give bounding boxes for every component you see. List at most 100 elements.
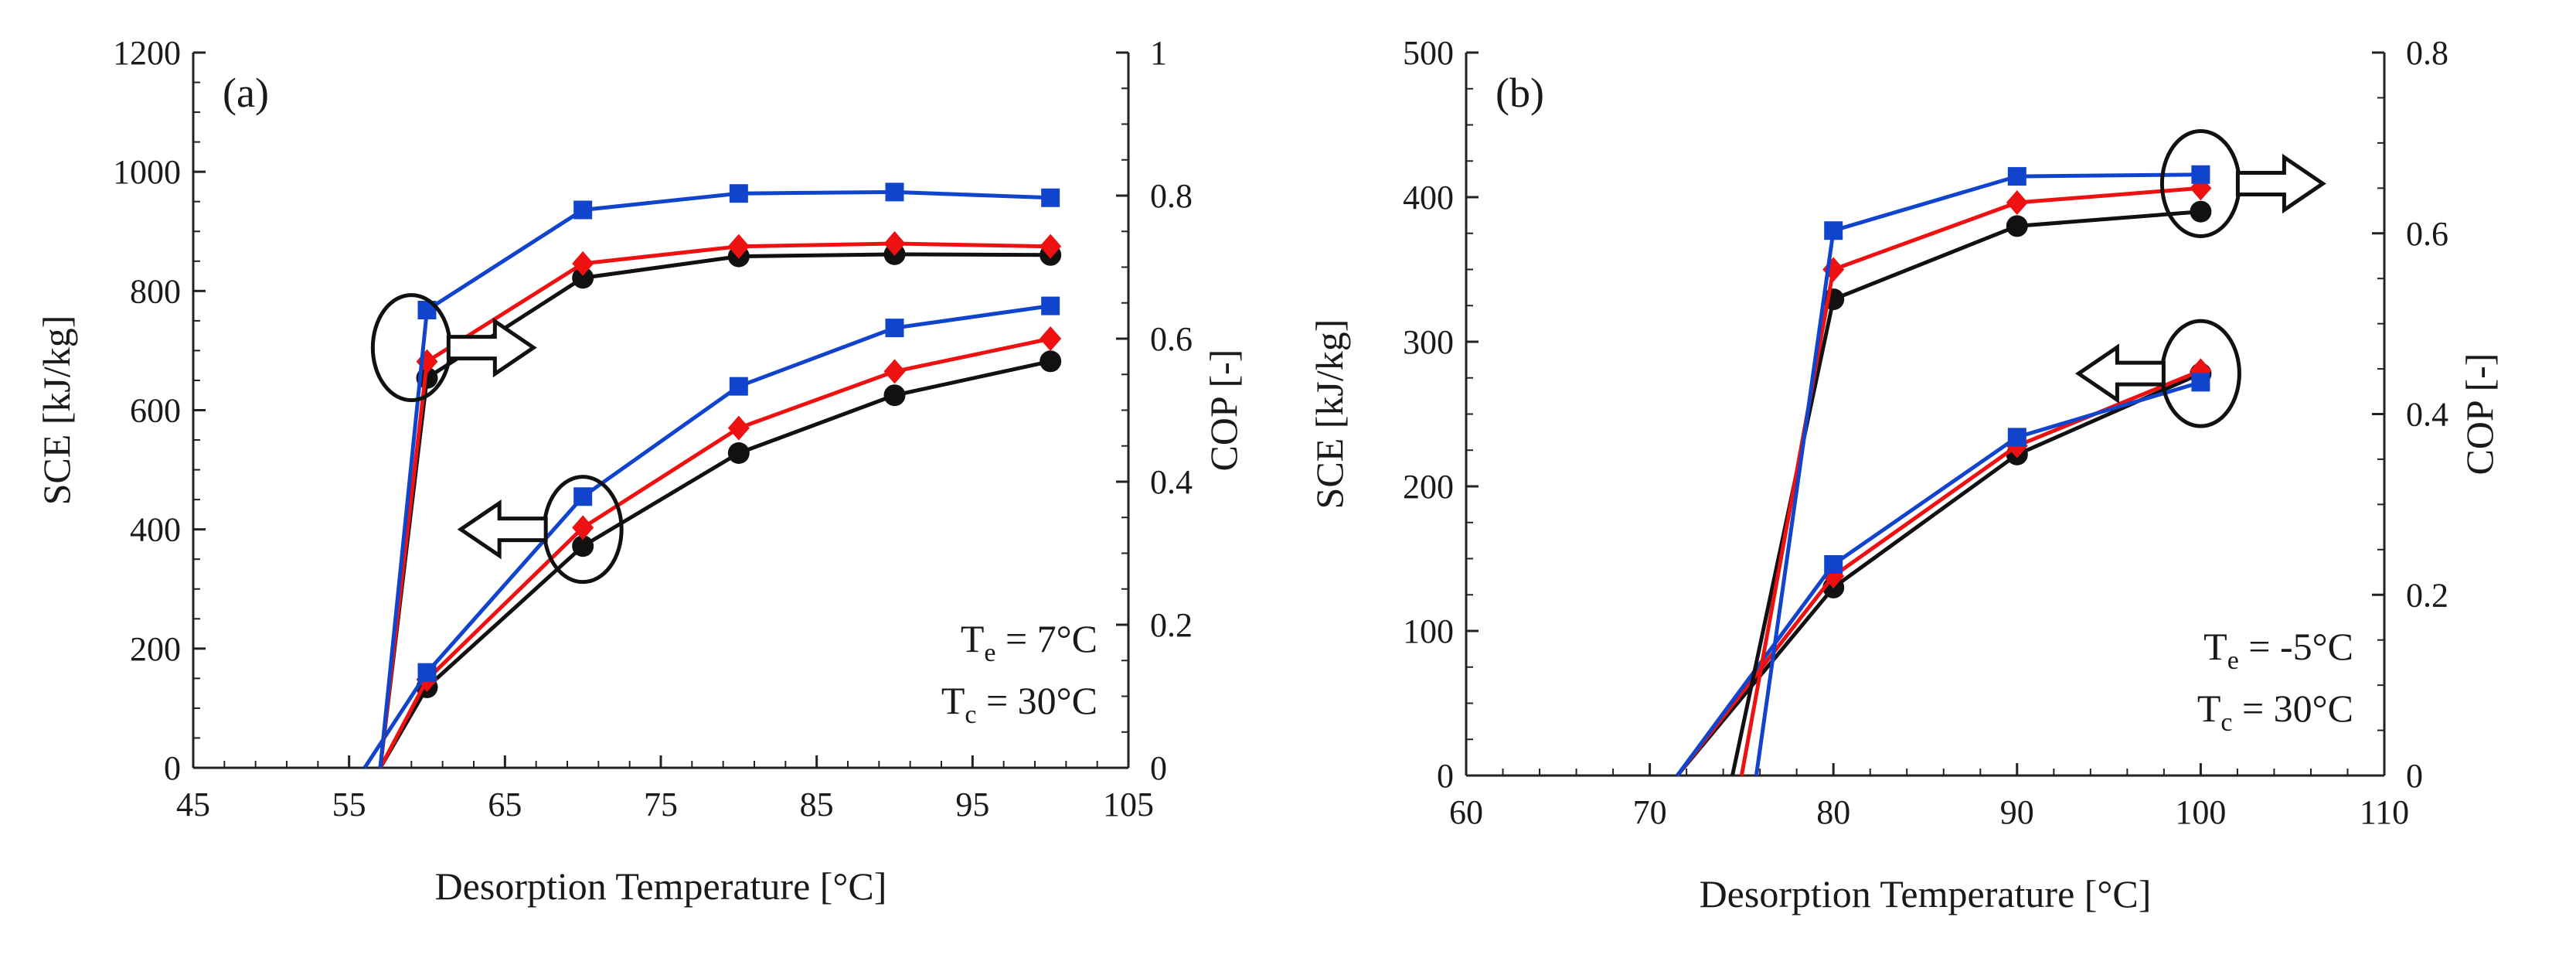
condition-value: = 30°C xyxy=(976,679,1097,722)
marker-circle xyxy=(727,442,750,464)
condition-tc: Tc = 30°C xyxy=(941,679,1097,729)
y-right-tick-label: 0 xyxy=(2406,757,2423,795)
series-line-COP-black xyxy=(1730,210,2201,776)
marker-square xyxy=(2007,428,2026,447)
condition-subscript: e xyxy=(2227,646,2239,675)
arrow-left-icon xyxy=(457,499,548,560)
x-tick-label: 90 xyxy=(2000,793,2034,831)
y-right-tick-label: 0.2 xyxy=(1150,606,1193,644)
y-right-tick-label: 0.6 xyxy=(2406,215,2448,253)
x-tick-label: 110 xyxy=(2360,793,2409,831)
y-left-tick-label: 600 xyxy=(130,392,181,430)
marker-circle xyxy=(2190,200,2212,223)
marker-circle xyxy=(2006,215,2028,237)
y-left-axis-title: SCE [kJ/kg] xyxy=(1308,319,1351,510)
annotation-ellipse xyxy=(370,293,452,403)
condition-symbol: T xyxy=(941,679,965,722)
marker-circle xyxy=(883,384,906,407)
series-line-SCE-red xyxy=(378,336,1051,769)
x-tick-label: 75 xyxy=(644,786,678,823)
marker-square xyxy=(2191,165,2210,184)
arrow-left-icon xyxy=(2074,343,2166,404)
y-left-tick-label: 400 xyxy=(130,511,181,549)
x-tick-label: 45 xyxy=(176,786,210,823)
x-tick-label: 95 xyxy=(955,786,989,823)
y-left-tick-label: 1200 xyxy=(113,34,181,72)
y-left-tick-label: 200 xyxy=(130,630,181,668)
series-line-SCE-black xyxy=(1676,371,2202,777)
y-right-axis-title: COP [-] xyxy=(2458,353,2501,476)
y-right-tick-label: 0.4 xyxy=(1150,463,1193,501)
marker-diamond xyxy=(727,415,750,441)
y-right-tick-label: 0 xyxy=(1150,749,1167,787)
arrow-right-icon xyxy=(446,317,537,378)
series-line-COP-red xyxy=(1739,186,2201,776)
series-line-COP-red xyxy=(378,241,1051,769)
marker-diamond xyxy=(2006,190,2028,216)
x-tick-label: 60 xyxy=(1449,793,1483,831)
marker-square xyxy=(885,182,904,202)
marker-diamond xyxy=(1040,234,1062,259)
x-tick-label: 80 xyxy=(1816,793,1850,831)
condition-te: Te = -5°C xyxy=(2203,625,2353,675)
x-axis-title: Desorption Temperature [°C] xyxy=(435,864,887,908)
series-line-SCE-black xyxy=(378,359,1051,769)
marker-square xyxy=(573,200,593,220)
marker-circle xyxy=(1040,350,1062,373)
series-line-SCE-red xyxy=(1676,369,2202,777)
marker-square xyxy=(885,319,904,338)
y-left-tick-label: 200 xyxy=(1403,468,1454,506)
marker-square xyxy=(573,487,593,506)
x-tick-label: 100 xyxy=(2175,793,2226,831)
x-tick-label: 65 xyxy=(488,786,522,823)
y-right-tick-label: 0.8 xyxy=(1150,177,1193,215)
series-line-SCE-blue xyxy=(362,304,1051,769)
chart-panel-b: 60 70 80 90 100 110010020030040050000.20.40.6… xyxy=(1308,34,2501,915)
marker-square xyxy=(1824,221,1843,240)
series-line-COP-blue xyxy=(1754,172,2201,776)
y-right-tick-label: 0.2 xyxy=(2406,576,2448,614)
y-left-tick-label: 300 xyxy=(1403,323,1454,361)
marker-square xyxy=(1041,296,1060,315)
marker-circle xyxy=(572,267,594,289)
marker-circle xyxy=(572,535,594,557)
y-right-axis-title: COP [-] xyxy=(1202,349,1245,472)
marker-diamond xyxy=(572,515,594,540)
x-tick-label: 55 xyxy=(332,786,366,823)
marker-diamond xyxy=(572,251,594,276)
condition-subscript: c xyxy=(2220,708,2232,737)
marker-diamond xyxy=(1040,326,1062,351)
y-left-tick-label: 0 xyxy=(164,749,181,787)
series-line-SCE-blue xyxy=(1676,380,2202,777)
marker-square xyxy=(417,663,437,682)
y-left-axis-title: SCE [kJ/kg] xyxy=(35,315,78,506)
x-tick-label: 85 xyxy=(800,786,834,823)
marker-diamond xyxy=(883,230,906,256)
condition-symbol: T xyxy=(2197,687,2221,730)
y-left-tick-label: 1000 xyxy=(113,153,181,191)
marker-square xyxy=(2007,167,2026,186)
y-left-tick-label: 0 xyxy=(1437,757,1454,795)
marker-square xyxy=(2191,373,2210,392)
y-left-tick-label: 800 xyxy=(130,272,181,310)
condition-value: = 7°C xyxy=(995,617,1097,660)
x-tick-label: 105 xyxy=(1103,786,1154,823)
y-right-tick-label: 0.4 xyxy=(2406,396,2448,434)
panel-label: (b) xyxy=(1496,70,1544,116)
panel-label: (a) xyxy=(223,70,269,116)
y-right-tick-label: 0.6 xyxy=(1150,320,1193,358)
marker-square xyxy=(729,377,748,396)
marker-square xyxy=(729,184,748,203)
marker-square xyxy=(1824,554,1843,574)
x-tick-label: 70 xyxy=(1633,793,1667,831)
condition-symbol: T xyxy=(2203,625,2227,668)
marker-square xyxy=(1041,188,1060,207)
series-line-COP-blue xyxy=(378,189,1051,769)
condition-subscript: c xyxy=(965,701,976,729)
y-left-tick-label: 500 xyxy=(1403,34,1454,72)
y-left-tick-label: 400 xyxy=(1403,179,1454,216)
x-axis-title: Desorption Temperature [°C] xyxy=(1700,872,2152,915)
marker-diamond xyxy=(727,234,750,259)
y-right-tick-label: 0.8 xyxy=(2406,34,2448,72)
